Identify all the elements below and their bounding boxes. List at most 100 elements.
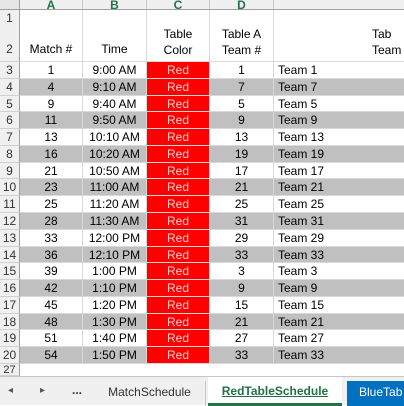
time-cell[interactable]: 11:00 AM bbox=[83, 179, 147, 197]
team-number-cell[interactable]: 27 bbox=[210, 330, 274, 348]
row-number[interactable]: 10 bbox=[0, 179, 20, 197]
time-cell[interactable]: 9:00 AM bbox=[83, 62, 147, 79]
match-cell[interactable]: 25 bbox=[20, 196, 83, 213]
team-number-cell[interactable]: 19 bbox=[210, 145, 274, 163]
row-number[interactable]: 12 bbox=[0, 213, 20, 230]
match-cell[interactable]: 28 bbox=[20, 213, 83, 230]
team-name-cell[interactable]: Team 13 bbox=[274, 129, 404, 146]
color-cell[interactable]: Red bbox=[147, 196, 210, 213]
time-cell[interactable]: 11:20 AM bbox=[83, 196, 147, 213]
team-number-cell[interactable]: 15 bbox=[210, 296, 274, 314]
match-cell[interactable]: 48 bbox=[20, 313, 83, 331]
row-number[interactable]: 15 bbox=[0, 263, 20, 281]
row-number[interactable]: 27 bbox=[0, 364, 20, 376]
match-cell[interactable]: 36 bbox=[20, 246, 83, 264]
row-number[interactable]: 17 bbox=[0, 296, 20, 314]
tab-scroll-left-icon[interactable]: ◂ bbox=[8, 385, 14, 396]
team-number-cell[interactable]: 7 bbox=[210, 78, 274, 96]
time-cell[interactable]: 9:40 AM bbox=[83, 95, 147, 113]
team-number-cell[interactable]: 17 bbox=[210, 162, 274, 180]
match-cell[interactable]: 39 bbox=[20, 263, 83, 281]
team-number-cell[interactable]: 29 bbox=[210, 229, 274, 247]
row-number[interactable]: 5 bbox=[0, 95, 20, 113]
color-cell[interactable]: Red bbox=[147, 112, 210, 130]
team-number-cell[interactable]: 5 bbox=[210, 95, 274, 113]
team-name-cell[interactable]: Team 3 bbox=[274, 263, 404, 281]
more-sheets-button[interactable]: ... bbox=[72, 383, 83, 397]
row-number[interactable]: 2 bbox=[0, 36, 20, 62]
header-cell-time[interactable]: Time bbox=[83, 10, 147, 62]
team-number-cell[interactable]: 25 bbox=[210, 196, 274, 213]
time-cell[interactable]: 1:30 PM bbox=[83, 313, 147, 331]
row-number[interactable]: 18 bbox=[0, 313, 20, 331]
row-number[interactable]: 13 bbox=[0, 229, 20, 247]
column-header-b[interactable]: B bbox=[83, 0, 147, 10]
time-cell[interactable]: 1:00 PM bbox=[83, 263, 147, 281]
header-cell-match[interactable]: Match # bbox=[20, 10, 83, 62]
match-cell[interactable]: 4 bbox=[20, 78, 83, 96]
time-cell[interactable]: 10:50 AM bbox=[83, 162, 147, 180]
row-number[interactable]: 4 bbox=[0, 78, 20, 96]
color-cell[interactable]: Red bbox=[147, 78, 210, 96]
tab-scroll-right-icon[interactable]: ▸ bbox=[40, 385, 46, 396]
time-cell[interactable]: 9:50 AM bbox=[83, 112, 147, 130]
row-number[interactable]: 7 bbox=[0, 129, 20, 146]
team-name-cell[interactable]: Team 29 bbox=[274, 230, 404, 247]
time-cell[interactable]: 1:50 PM bbox=[83, 347, 147, 365]
team-number-cell[interactable]: 31 bbox=[210, 213, 274, 230]
team-name-cell[interactable]: Team 33 bbox=[274, 246, 404, 264]
color-cell[interactable]: Red bbox=[147, 179, 210, 197]
team-number-cell[interactable]: 3 bbox=[210, 263, 274, 281]
team-name-cell[interactable]: Team 27 bbox=[274, 330, 404, 348]
time-cell[interactable]: 10:20 AM bbox=[83, 145, 147, 163]
color-cell[interactable]: Red bbox=[147, 347, 210, 365]
team-number-cell[interactable]: 1 bbox=[210, 62, 274, 79]
time-cell[interactable]: 12:00 PM bbox=[83, 229, 147, 247]
row-number[interactable]: 8 bbox=[0, 145, 20, 163]
header-cell-next[interactable]: Tab Team bbox=[274, 10, 404, 62]
column-header-c[interactable]: C bbox=[147, 0, 210, 10]
row-number[interactable]: 19 bbox=[0, 330, 20, 348]
row-number[interactable]: 3 bbox=[0, 62, 20, 79]
match-cell[interactable]: 21 bbox=[20, 162, 83, 180]
color-cell[interactable]: Red bbox=[147, 296, 210, 314]
color-cell[interactable]: Red bbox=[147, 62, 210, 79]
match-cell[interactable]: 23 bbox=[20, 179, 83, 197]
match-cell[interactable]: 51 bbox=[20, 330, 83, 348]
time-cell[interactable]: 1:20 PM bbox=[83, 296, 147, 314]
color-cell[interactable]: Red bbox=[147, 229, 210, 247]
color-cell[interactable]: Red bbox=[147, 162, 210, 180]
row-number[interactable]: 1 bbox=[0, 10, 20, 36]
color-cell[interactable]: Red bbox=[147, 246, 210, 264]
color-cell[interactable]: Red bbox=[147, 280, 210, 297]
tab-blue-table-schedule[interactable]: BlueTab bbox=[347, 381, 404, 406]
team-name-cell[interactable]: Team 1 bbox=[274, 62, 404, 79]
team-name-cell[interactable]: Team 25 bbox=[274, 196, 404, 213]
team-name-cell[interactable]: Team 15 bbox=[274, 297, 404, 314]
team-number-cell[interactable]: 33 bbox=[210, 347, 274, 365]
color-cell[interactable]: Red bbox=[147, 313, 210, 331]
row-number[interactable]: 9 bbox=[0, 162, 20, 180]
time-cell[interactable]: 12:10 PM bbox=[83, 246, 147, 264]
match-cell[interactable]: 16 bbox=[20, 145, 83, 163]
color-cell[interactable]: Red bbox=[147, 213, 210, 230]
team-name-cell[interactable]: Team 21 bbox=[274, 313, 404, 331]
column-header-a[interactable]: A bbox=[20, 0, 83, 10]
team-number-cell[interactable]: 13 bbox=[210, 129, 274, 146]
header-cell-table-a[interactable]: Table A Team # bbox=[210, 10, 274, 62]
team-name-cell[interactable]: Team 17 bbox=[274, 163, 404, 180]
color-cell[interactable]: Red bbox=[147, 330, 210, 348]
time-cell[interactable]: 1:40 PM bbox=[83, 330, 147, 348]
match-cell[interactable]: 45 bbox=[20, 296, 83, 314]
row-number[interactable]: 6 bbox=[0, 112, 20, 130]
team-name-cell[interactable]: Team 33 bbox=[274, 347, 404, 365]
header-cell-color[interactable]: Table Color bbox=[147, 10, 210, 62]
team-number-cell[interactable]: 33 bbox=[210, 246, 274, 264]
match-cell[interactable]: 9 bbox=[20, 95, 83, 113]
color-cell[interactable]: Red bbox=[147, 263, 210, 281]
tab-match-schedule[interactable]: MatchSchedule bbox=[94, 381, 206, 406]
time-cell[interactable]: 11:30 AM bbox=[83, 213, 147, 230]
team-number-cell[interactable]: 9 bbox=[210, 112, 274, 130]
match-cell[interactable]: 11 bbox=[20, 112, 83, 130]
spreadsheet-grid[interactable]: A B C D 1 2 Match # Time Table Color Tab… bbox=[0, 0, 404, 376]
